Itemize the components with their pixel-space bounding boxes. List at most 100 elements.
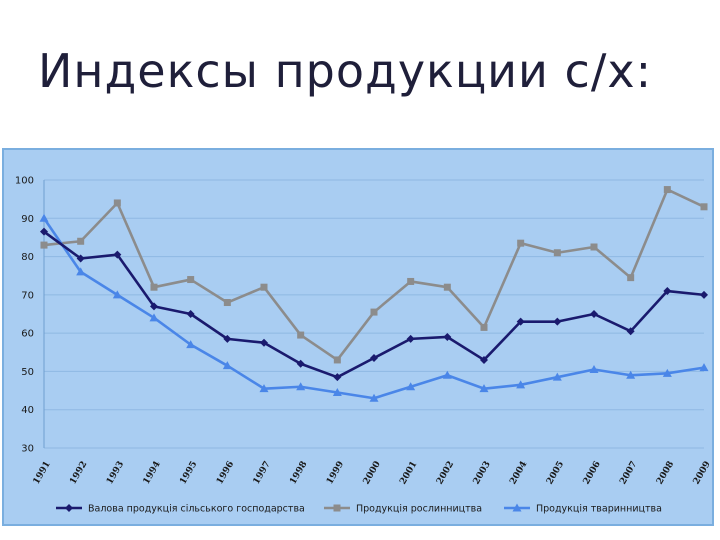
data-point [517, 239, 525, 247]
y-tick-label: 70 [21, 290, 34, 301]
data-point [552, 372, 562, 381]
data-point [699, 363, 709, 372]
data-point [186, 340, 196, 349]
data-point [589, 365, 599, 374]
data-point [512, 503, 522, 512]
data-point [222, 361, 232, 370]
legend-label: Продукція рослинництва [356, 504, 482, 515]
slide-title: Индексы продукции с/х: [38, 44, 653, 98]
data-point [112, 290, 122, 299]
data-point [700, 203, 708, 211]
legend-label: Продукція тваринництва [536, 504, 662, 515]
data-point [442, 370, 452, 379]
data-point [77, 237, 85, 245]
data-point [700, 290, 708, 299]
data-point [297, 331, 305, 339]
data-point [259, 384, 269, 393]
data-point [516, 380, 526, 389]
data-point [76, 267, 86, 276]
data-point [296, 359, 305, 368]
x-axis-ticks: 1991 1992 1993 1994 1995 1996 1997 1998 1999 2000… [32, 460, 713, 487]
data-point [370, 354, 378, 363]
legend-item: Продукція тваринництва [504, 503, 662, 515]
data-point [149, 313, 159, 322]
data-point [479, 384, 489, 393]
y-tick-label: 30 [21, 444, 34, 455]
x-tick-label: 2007 [618, 460, 639, 487]
data-point [223, 299, 231, 307]
x-tick-label: 2001 [398, 460, 419, 487]
legend-label: Валова продукція сільського господарства [88, 504, 305, 515]
data-point [553, 249, 561, 257]
x-tick-label: 1991 [32, 460, 53, 487]
x-tick-label: 1997 [252, 460, 273, 487]
y-tick-label: 90 [21, 214, 34, 225]
x-tick-label: 1993 [105, 460, 126, 487]
data-point [333, 504, 341, 512]
data-point [516, 317, 525, 326]
data-point [626, 327, 635, 336]
x-tick-label: 1994 [142, 460, 163, 487]
data-point [296, 382, 306, 391]
y-tick-label: 50 [21, 367, 34, 378]
data-point [626, 370, 636, 379]
data-point [553, 317, 562, 326]
x-tick-label: 2008 [655, 460, 676, 487]
series-line [43, 188, 705, 362]
data-point [150, 302, 158, 311]
series-lines [39, 186, 709, 402]
data-point [40, 227, 48, 236]
data-point [406, 382, 416, 391]
data-point [369, 393, 379, 402]
data-point [443, 283, 451, 291]
data-point [187, 276, 195, 284]
data-point [443, 332, 452, 341]
data-point [627, 274, 635, 282]
data-point [370, 308, 378, 316]
y-tick-label: 40 [21, 405, 34, 416]
x-tick-label: 1998 [288, 460, 309, 487]
y-tick-label: 80 [21, 252, 34, 263]
x-tick-label: 1992 [68, 460, 89, 487]
data-point [663, 287, 672, 296]
x-tick-label: 1999 [325, 460, 346, 487]
data-point [663, 186, 671, 194]
x-tick-label: 2006 [582, 460, 603, 487]
y-axis-ticks: 30 40 50 60 70 80 90 100 [15, 176, 34, 455]
data-point [223, 334, 232, 343]
data-point [407, 277, 415, 285]
data-point [76, 254, 85, 263]
legend: Валова продукція сільського господарства… [56, 503, 662, 515]
chart-frame: 30 40 50 60 70 80 90 100 1991 1992 1993 1994 1995 19… [2, 148, 714, 526]
series-3 [39, 213, 709, 402]
x-tick-label: 2004 [508, 460, 529, 487]
y-tick-label: 60 [21, 329, 34, 340]
x-tick-label: 2002 [435, 460, 456, 487]
data-point [260, 283, 268, 291]
x-tick-label: 2005 [545, 460, 566, 487]
legend-item: Продукція рослинництва [324, 504, 482, 515]
y-tick-label: 100 [15, 176, 34, 187]
data-point [590, 310, 598, 318]
data-point [333, 373, 342, 382]
data-point [186, 310, 195, 318]
series-1 [40, 227, 708, 382]
data-point [333, 356, 341, 364]
data-point [406, 334, 415, 343]
data-point [590, 243, 598, 251]
series-2 [40, 186, 708, 364]
data-point [113, 199, 121, 207]
legend-item: Валова продукція сільського господарства [56, 504, 305, 515]
data-point [40, 241, 48, 249]
x-tick-label: 2003 [472, 460, 493, 487]
data-point [150, 283, 158, 291]
x-tick-label: 2000 [362, 460, 383, 487]
grid-lines [43, 179, 704, 449]
data-point [480, 323, 488, 331]
x-tick-label: 2009 [692, 460, 713, 487]
data-point [662, 368, 672, 377]
data-point [65, 504, 73, 512]
data-point [260, 338, 268, 347]
